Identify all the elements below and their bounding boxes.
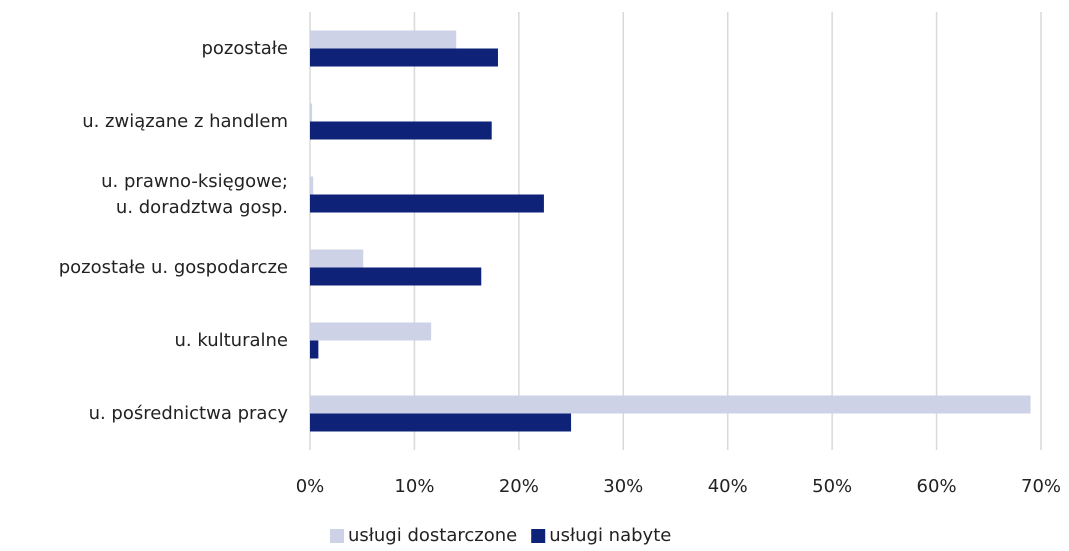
x-tick-label: 20% bbox=[498, 476, 539, 497]
category-label: pozostałe bbox=[201, 37, 288, 59]
legend-label: usługi nabyte bbox=[549, 525, 672, 546]
category-label: u. pośrednictwa pracy bbox=[88, 402, 288, 424]
bar bbox=[310, 395, 1031, 414]
bar bbox=[310, 249, 364, 268]
bar bbox=[310, 103, 313, 122]
legend-swatch bbox=[531, 529, 546, 543]
bar bbox=[310, 30, 457, 49]
category-label: u. związane z handlem bbox=[82, 110, 288, 132]
legend-swatch bbox=[330, 529, 344, 543]
bar bbox=[310, 267, 482, 286]
bar bbox=[310, 121, 492, 140]
x-tick-label: 40% bbox=[707, 476, 748, 497]
x-tick-label: 30% bbox=[603, 476, 644, 497]
bar bbox=[310, 340, 319, 359]
bar bbox=[310, 413, 572, 432]
category-label: pozostałe u. gospodarcze bbox=[58, 256, 288, 278]
x-tick-label: 70% bbox=[1020, 476, 1062, 497]
bar bbox=[310, 48, 498, 67]
x-tick-label: 60% bbox=[916, 476, 957, 497]
x-tick-label: 0% bbox=[295, 476, 325, 497]
bar bbox=[310, 194, 544, 213]
bar bbox=[310, 322, 432, 341]
category-label: u. kulturalne bbox=[174, 329, 288, 351]
legend-label: usługi dostarczone bbox=[348, 525, 518, 546]
x-tick-label: 50% bbox=[812, 476, 853, 497]
category-label: u. prawno-księgowe; u. doradztwa gosp. bbox=[101, 170, 288, 218]
bar bbox=[310, 176, 314, 195]
x-tick-label: 10% bbox=[394, 476, 435, 497]
